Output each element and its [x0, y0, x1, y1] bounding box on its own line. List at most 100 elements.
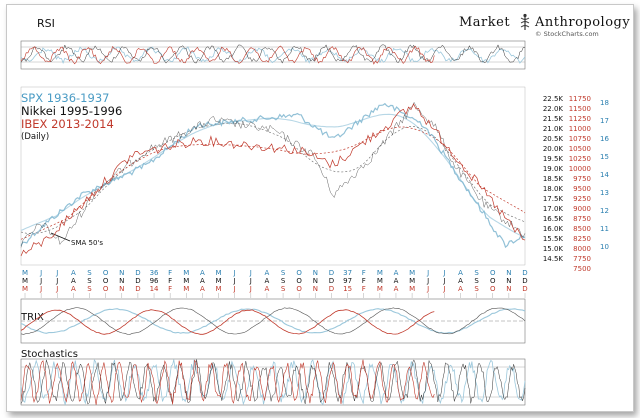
ibex-axis-label: 9000	[573, 205, 591, 213]
spx-sma-line	[20, 113, 526, 239]
month-tick-label: J	[426, 269, 429, 277]
nikkei-axis-label: 19.0K	[543, 165, 564, 173]
stochastics-panel-label: Stochastics	[21, 349, 78, 360]
legend-spx: SPX 1936-1937	[21, 91, 109, 105]
nikkei-axis-label: 21.5K	[543, 115, 564, 123]
month-tick-label: J	[442, 285, 445, 293]
month-tick-label: N	[313, 269, 318, 277]
month-tick-label: F	[168, 269, 172, 277]
month-tick-label: M	[183, 277, 189, 285]
month-tick-label: J	[55, 269, 58, 277]
panel-frames	[20, 40, 526, 406]
ibex-axis-label: 9500	[573, 185, 591, 193]
spx-axis-label: 12	[600, 207, 609, 215]
series-lines	[20, 44, 526, 406]
trix-spx-line	[20, 308, 526, 334]
nikkei-axis-label: 18.0K	[543, 185, 564, 193]
month-tick-label: A	[71, 285, 76, 293]
rsi-panel-frame	[20, 40, 526, 70]
caduceus-icon	[520, 13, 530, 30]
stochastics-ibex-line	[20, 359, 435, 405]
month-tick-label: S	[474, 285, 479, 293]
nikkei-axis-label: 22.5K	[543, 95, 564, 103]
axis-labels: M J J A S O N D 36 F M A M J J A S O N D 37 F M A M J J A S O N DM J J A S O…	[22, 95, 609, 293]
spx-axis-label: 15	[600, 153, 609, 161]
nikkei-axis-label: 15.5K	[543, 235, 564, 243]
ibex-axis-label: 11250	[569, 115, 591, 123]
month-tick-label: J	[39, 277, 42, 285]
month-tick-label: S	[281, 285, 286, 293]
month-tick-label: 36	[150, 269, 159, 277]
month-tick-label: N	[506, 277, 511, 285]
month-tick-label: M	[377, 277, 383, 285]
month-tick-label: D	[135, 277, 140, 285]
stochastics-nikkei-line	[20, 359, 526, 405]
nikkei-axis-label: 20.0K	[543, 145, 564, 153]
ibex-axis-label: 7750	[573, 255, 591, 263]
spx-axis-label: 13	[600, 189, 609, 197]
nikkei-axis-label: 14.5K	[543, 255, 564, 263]
nikkei-sma-line	[20, 123, 526, 234]
ibex-axis-label: 8750	[573, 215, 591, 223]
ibex-axis-label: 10500	[569, 145, 591, 153]
month-tick-label: F	[362, 277, 366, 285]
month-tick-label: J	[233, 285, 236, 293]
sma-annotation-arrow	[50, 232, 71, 242]
nikkei-axis-label: 17.5K	[543, 195, 564, 203]
month-tick-label: J	[233, 269, 236, 277]
spx-axis-label: 18	[600, 99, 609, 107]
month-tick-label: J	[249, 285, 252, 293]
month-tick-label: D	[135, 285, 140, 293]
month-tick-label: M	[22, 285, 28, 293]
brand-name-part1: Market	[459, 15, 510, 30]
ibex-axis-label: 7500	[573, 265, 591, 273]
month-tick-label: A	[71, 277, 76, 285]
month-tick-label: A	[394, 285, 399, 293]
month-tick-label: O	[103, 277, 109, 285]
rsi-ibex-line	[20, 45, 435, 65]
month-tick-label: 96	[150, 277, 159, 285]
nikkei-axis-label: 16.0K	[543, 225, 564, 233]
month-tick-label: M	[216, 269, 222, 277]
month-tick-label: M	[216, 285, 222, 293]
month-tick-label: J	[39, 285, 42, 293]
ibex-axis-label: 8000	[573, 245, 591, 253]
month-tick-label: A	[71, 269, 76, 277]
ibex-sma-line	[20, 126, 526, 240]
nikkei-axis-label: 15.0K	[543, 245, 564, 253]
month-tick-label: O	[296, 269, 302, 277]
month-tick-label: J	[55, 285, 58, 293]
source-credit: © StockCharts.com	[535, 30, 599, 38]
trix-ibex-line	[20, 309, 435, 335]
month-tick-label: M	[409, 285, 415, 293]
month-tick-label: 97	[343, 277, 352, 285]
price-panel-frame	[20, 86, 526, 266]
month-tick-label: D	[329, 285, 334, 293]
spx-price-line	[20, 102, 526, 249]
month-tick-label: O	[103, 269, 109, 277]
nikkei-axis-label: 16.5K	[543, 215, 564, 223]
brand-logo: Market Anthropology	[459, 13, 630, 30]
month-tick-label: S	[87, 277, 92, 285]
month-tick-label: N	[506, 285, 511, 293]
month-tick-label: M	[22, 277, 28, 285]
month-tick-label: S	[474, 277, 479, 285]
nikkei-axis-label: 21.0K	[543, 125, 564, 133]
month-tick-label: N	[119, 285, 124, 293]
month-tick-label: A	[265, 285, 270, 293]
month-tick-label: A	[200, 285, 205, 293]
month-tick-label: D	[135, 269, 140, 277]
ibex-axis-label: 11750	[569, 95, 591, 103]
month-tick-label: D	[522, 285, 527, 293]
month-tick-label: J	[233, 277, 236, 285]
month-tick-label: N	[313, 285, 318, 293]
chart-frame: RSI Market Anthropology © StockCharts.co…	[6, 4, 634, 412]
spx-axis-label: 10	[600, 243, 609, 251]
month-tick-label: J	[55, 277, 58, 285]
month-tick-label: N	[119, 269, 124, 277]
ibex-axis-label: 10000	[569, 165, 591, 173]
month-tick-label: 15	[343, 285, 352, 293]
month-tick-label: 14	[150, 285, 159, 293]
month-tick-label: M	[183, 269, 189, 277]
ibex-axis-label: 9750	[573, 175, 591, 183]
